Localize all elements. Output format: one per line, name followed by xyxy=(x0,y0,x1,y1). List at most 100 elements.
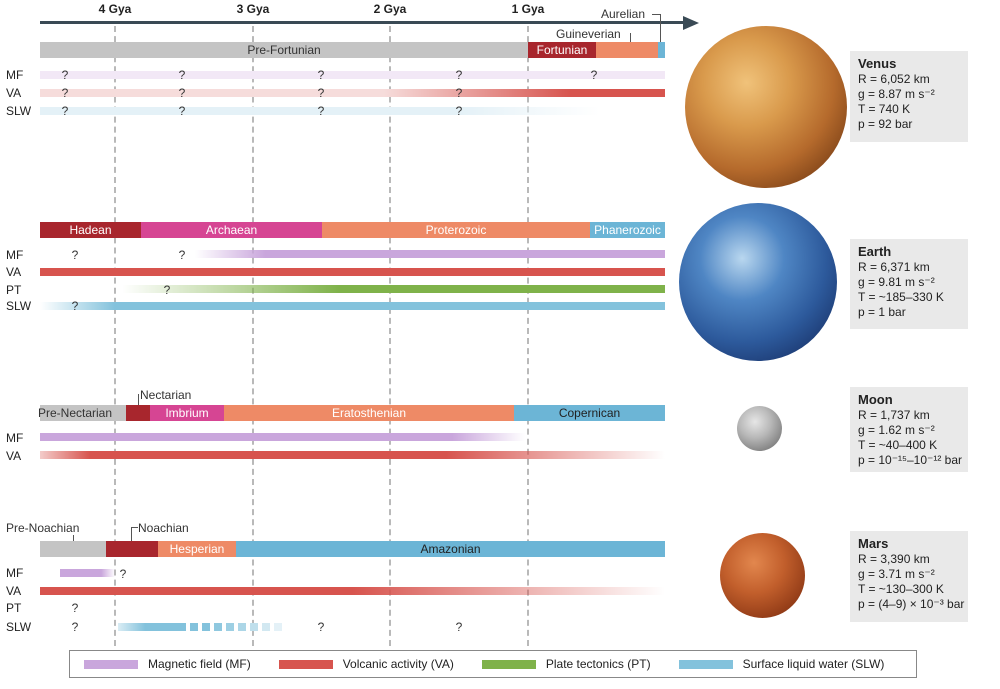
moon-temperature: T = ~40–400 K xyxy=(858,438,938,452)
tick-1-gya: 1 Gya xyxy=(511,2,545,16)
venus-name: Venus xyxy=(858,56,897,71)
venus-va-question: ? xyxy=(317,86,325,100)
venus-radius: R = 6,052 km xyxy=(858,72,930,86)
era-pre-fortunian: Pre-Fortunian xyxy=(40,42,528,58)
venus-mf-question: ? xyxy=(317,68,325,82)
mars-slw-dash xyxy=(226,623,234,631)
era-fortunian: Fortunian xyxy=(528,42,596,58)
era-amazonian: Amazonian xyxy=(236,541,665,557)
mars-slw-question: ? xyxy=(71,620,79,634)
earth-slw-question: ? xyxy=(71,299,79,313)
legend-item-slw: Surface liquid water (SLW) xyxy=(678,657,885,671)
mars-slw-bar xyxy=(118,623,186,631)
venus-mf-question: ? xyxy=(178,68,186,82)
legend-label-slw: Surface liquid water (SLW) xyxy=(742,657,885,671)
era-label-pre-noachian: Pre-Noachian xyxy=(6,521,80,535)
venus-va-question: ? xyxy=(178,86,186,100)
moon-va-bar xyxy=(40,451,665,459)
venus-temperature: T = 740 K xyxy=(858,102,911,116)
legend-swatch-pt xyxy=(481,659,536,669)
earth-slw-bar xyxy=(40,302,665,310)
venus-mf-question: ? xyxy=(455,68,463,82)
venus-mf-bar xyxy=(40,71,665,79)
mars-slw-dash xyxy=(214,623,222,631)
earth-mf-bar xyxy=(195,250,665,258)
era-eratosthenian: Eratosthenian xyxy=(224,405,514,421)
legend-item-pt: Plate tectonics (PT) xyxy=(481,657,651,671)
mars-slw-question: ? xyxy=(455,620,463,634)
mars-va-bar xyxy=(40,587,665,595)
venus-va-question: ? xyxy=(455,86,463,100)
venus-mf-question: ? xyxy=(590,68,598,82)
legend: Magnetic field (MF) Volcanic activity (V… xyxy=(69,650,917,678)
era-phanerozoic: Phanerozoic xyxy=(590,222,665,238)
earth-mf-question: ? xyxy=(178,248,186,262)
era-hadean: Hadean xyxy=(40,222,141,238)
era-pre-noachian xyxy=(40,541,106,557)
era-aurelian xyxy=(658,42,665,58)
gridline-2-gya xyxy=(389,26,391,646)
mars-name: Mars xyxy=(858,536,889,551)
era-proterozoic: Proterozoic xyxy=(322,222,590,238)
earth-row-label-mf: MF xyxy=(6,248,24,262)
era-hesperian: Hesperian xyxy=(158,541,236,557)
mars-gravity: g = 3.71 m s⁻² xyxy=(858,567,935,581)
venus-slw-question: ? xyxy=(455,104,463,118)
earth-row-label-pt: PT xyxy=(6,283,22,297)
era-label-nectarian: Nectarian xyxy=(140,388,192,402)
nectarian-leader xyxy=(138,394,139,406)
era-nectarian xyxy=(126,405,150,421)
era-label-aurelian: Aurelian xyxy=(601,7,646,21)
venus-slw-question: ? xyxy=(317,104,325,118)
earth-info-card: Earth R = 6,371 km g = 9.81 m s⁻² T = ~1… xyxy=(850,239,968,329)
time-axis-arrow xyxy=(40,21,685,24)
guineverian-leader xyxy=(630,33,631,43)
legend-item-mf: Magnetic field (MF) xyxy=(84,657,251,671)
earth-globe xyxy=(679,203,837,361)
era-archaean: Archaean xyxy=(141,222,322,238)
legend-swatch-mf xyxy=(84,659,138,669)
mars-slw-dash xyxy=(262,623,270,631)
mars-row-label-slw: SLW xyxy=(6,620,32,634)
era-label-guineverian: Guineverian xyxy=(556,27,621,41)
mars-row-label-pt: PT xyxy=(6,601,22,615)
moon-name: Moon xyxy=(858,392,893,407)
moon-mf-bar xyxy=(40,433,525,441)
era-guineverian xyxy=(596,42,658,58)
tick-4-gya: 4 Gya xyxy=(98,2,132,16)
moon-info-card: Moon R = 1,737 km g = 1.62 m s⁻² T = ~40… xyxy=(850,387,968,472)
gridline-3-gya xyxy=(252,26,254,646)
moon-pressure: p = 10⁻¹⁵–10⁻¹² bar xyxy=(858,453,963,467)
earth-name: Earth xyxy=(858,244,892,259)
legend-swatch-slw xyxy=(678,659,733,669)
tick-2-gya: 2 Gya xyxy=(373,2,407,16)
aurelian-leader-vertical xyxy=(660,14,661,42)
mars-row-label-va: VA xyxy=(6,584,22,598)
legend-label-mf: Magnetic field (MF) xyxy=(148,657,251,671)
earth-mf-question: ? xyxy=(71,248,79,262)
moon-gravity: g = 1.62 m s⁻² xyxy=(858,423,935,437)
venus-mf-question: ? xyxy=(61,68,69,82)
legend-item-va: Volcanic activity (VA) xyxy=(278,657,454,671)
earth-row-label-va: VA xyxy=(6,265,22,279)
moon-row-label-mf: MF xyxy=(6,431,24,445)
earth-pressure: p = 1 bar xyxy=(858,305,906,319)
earth-pt-question: ? xyxy=(163,283,171,297)
legend-label-pt: Plate tectonics (PT) xyxy=(545,657,651,671)
era-noachian xyxy=(106,541,158,557)
venus-slw-bar xyxy=(40,107,600,115)
mars-info-card: Mars R = 3,390 km g = 3.71 m s⁻² T = ~13… xyxy=(850,531,968,622)
earth-va-bar xyxy=(40,268,665,276)
mars-radius: R = 3,390 km xyxy=(858,552,930,566)
mars-globe xyxy=(720,533,805,618)
venus-va-question: ? xyxy=(61,86,69,100)
mars-slw-question: ? xyxy=(317,620,325,634)
earth-pt-bar xyxy=(122,285,665,293)
venus-globe xyxy=(685,26,847,188)
venus-row-label-slw: SLW xyxy=(6,104,32,118)
gridline-4-gya xyxy=(114,26,116,646)
era-pre-nectarian xyxy=(40,405,126,421)
era-imbrium: Imbrium xyxy=(150,405,224,421)
mars-mf-question: ? xyxy=(119,567,127,581)
era-label-noachian: Noachian xyxy=(138,521,189,535)
